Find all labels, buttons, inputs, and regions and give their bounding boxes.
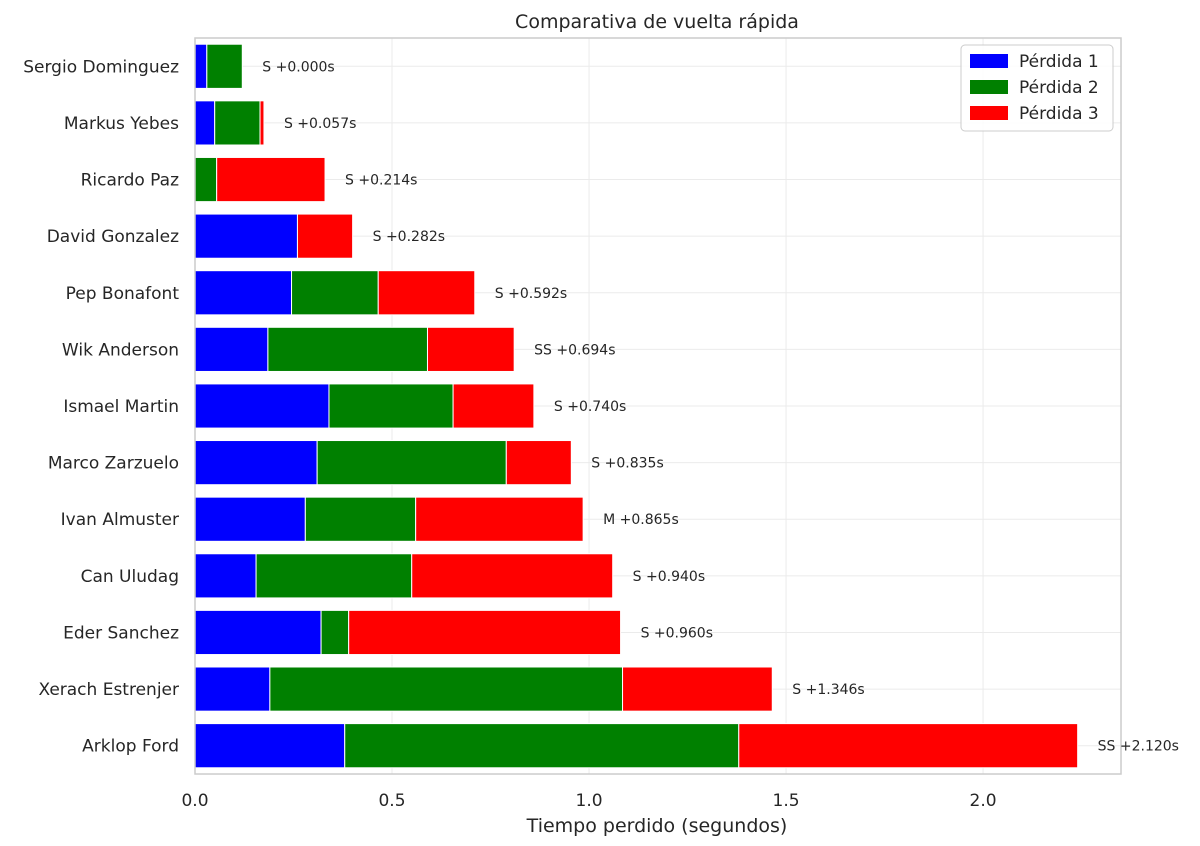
bar-segment-3 bbox=[348, 609, 622, 656]
bar-value-label: S +0.960s bbox=[641, 625, 713, 641]
bar-segment-3 bbox=[411, 553, 614, 599]
y-tick-label: Can Uludag bbox=[81, 567, 179, 587]
bar-value-label: SS +0.694s bbox=[534, 342, 615, 358]
y-tick-label: Markus Yebes bbox=[64, 114, 179, 134]
plot-frame bbox=[194, 37, 1122, 775]
bar-segment-1 bbox=[194, 43, 208, 89]
bar-value-label: S +0.835s bbox=[591, 456, 663, 472]
bar-value-label: S +0.214s bbox=[345, 173, 417, 189]
bar-segment-1 bbox=[194, 270, 293, 316]
bar-segment-1 bbox=[194, 326, 269, 372]
bar-segment-3 bbox=[377, 270, 476, 316]
bar-segment-3 bbox=[738, 723, 1079, 769]
chart-title: Comparativa de vuelta rápida bbox=[515, 11, 799, 33]
legend: Pérdida 1 Pérdida 2 Pérdida 3 bbox=[960, 44, 1114, 132]
bar-segment-2 bbox=[320, 609, 350, 656]
bar-segment-3 bbox=[296, 213, 354, 259]
legend-swatch bbox=[970, 80, 1008, 94]
bar-value-label: SS +2.120s bbox=[1098, 739, 1179, 755]
bar-value-label: S +0.000s bbox=[262, 59, 334, 75]
x-tick-labels: 0.0 0.5 1.0 1.5 2.0 bbox=[181, 791, 996, 811]
bar-segment-3 bbox=[415, 496, 584, 542]
y-tick-label: Sergio Dominguez bbox=[23, 57, 179, 77]
bar-segment-1 bbox=[194, 723, 346, 769]
bar-value-label: S +0.282s bbox=[373, 229, 445, 245]
bar-segment-1 bbox=[194, 609, 322, 656]
bar-segment-2 bbox=[214, 100, 261, 146]
y-tick-label: Ismael Martin bbox=[63, 397, 179, 417]
x-axis-label: Tiempo perdido (segundos) bbox=[526, 815, 788, 837]
bar-segment-3 bbox=[452, 383, 535, 429]
legend-label: Pérdida 2 bbox=[1019, 78, 1099, 98]
y-tick-label: Ivan Almuster bbox=[61, 510, 179, 530]
bar-segment-2 bbox=[304, 496, 417, 542]
x-tick-label: 0.5 bbox=[378, 791, 405, 811]
bar-value-label: S +0.057s bbox=[284, 116, 356, 132]
bar-segment-3 bbox=[426, 326, 515, 372]
bar-segment-3 bbox=[505, 440, 572, 486]
y-tick-label: Marco Zarzuelo bbox=[48, 454, 179, 474]
x-tick-label: 2.0 bbox=[970, 791, 997, 811]
bar-segment-1 bbox=[194, 213, 298, 259]
bar-value-label: M +0.865s bbox=[603, 512, 679, 528]
y-tick-label: Wik Anderson bbox=[62, 340, 179, 360]
bar-value-label: S +1.346s bbox=[792, 682, 864, 698]
bar-segment-2 bbox=[269, 666, 624, 712]
bar-value-label: S +0.592s bbox=[495, 286, 567, 302]
legend-swatch bbox=[970, 106, 1008, 120]
legend-label: Pérdida 3 bbox=[1019, 104, 1099, 124]
bar-segment-2 bbox=[316, 440, 507, 486]
bar-value-label: S +0.940s bbox=[633, 569, 705, 585]
y-tick-label: Arklop Ford bbox=[82, 737, 179, 757]
y-tick-label: Ricardo Paz bbox=[81, 171, 179, 191]
bar-segment-2 bbox=[328, 383, 454, 429]
y-tick-label: Pep Bonafont bbox=[66, 284, 180, 304]
x-tick-label: 1.0 bbox=[576, 791, 603, 811]
bars-layer bbox=[194, 43, 1079, 769]
x-tick-label: 1.5 bbox=[773, 791, 800, 811]
y-tick-labels: Sergio Dominguez Markus Yebes Ricardo Paz D… bbox=[23, 57, 179, 756]
bar-segment-2 bbox=[267, 326, 428, 372]
x-tick-label: 0.0 bbox=[181, 791, 208, 811]
legend-label: Pérdida 1 bbox=[1019, 52, 1099, 72]
bar-segment-1 bbox=[194, 100, 216, 146]
y-tick-label: Xerach Estrenjer bbox=[38, 680, 179, 700]
bar-segment-3 bbox=[216, 156, 326, 203]
bar-segment-2 bbox=[194, 156, 218, 203]
bar-segment-1 bbox=[194, 496, 306, 542]
bar-value-label: S +0.740s bbox=[554, 399, 626, 415]
bar-segment-2 bbox=[291, 270, 379, 316]
bar-segment-2 bbox=[344, 723, 740, 769]
bar-segment-3 bbox=[622, 666, 773, 712]
bar-value-labels: S +0.000s S +0.057s S +0.214s S +0.282s S +0… bbox=[262, 59, 1179, 754]
bar-segment-1 bbox=[194, 666, 271, 712]
bar-segment-1 bbox=[194, 383, 330, 429]
bar-segment-3 bbox=[259, 100, 265, 146]
bar-segment-1 bbox=[194, 440, 318, 486]
legend-swatch bbox=[970, 54, 1008, 68]
y-tick-label: David Gonzalez bbox=[47, 227, 179, 247]
y-tick-label: Eder Sanchez bbox=[63, 623, 179, 643]
bar-segment-2 bbox=[255, 553, 413, 599]
bar-segment-2 bbox=[206, 43, 243, 89]
bar-segment-1 bbox=[194, 553, 257, 599]
